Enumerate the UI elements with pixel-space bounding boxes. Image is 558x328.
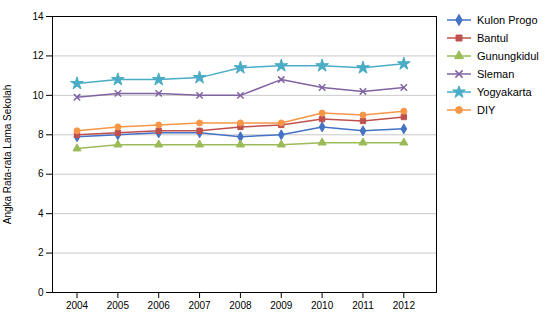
svg-text:2005: 2005 — [107, 300, 130, 311]
svg-text:2006: 2006 — [148, 300, 171, 311]
html-text:Sleman: Sleman — [477, 68, 515, 80]
html-text:Kulon Progo: Kulon Progo — [477, 14, 538, 26]
svg-text:Angka Rata-rata Lama Sekolah: Angka Rata-rata Lama Sekolah — [2, 85, 13, 225]
svg-text:2: 2 — [38, 247, 44, 258]
svg-text:2008: 2008 — [229, 300, 252, 311]
html-text:Yogyakarta: Yogyakarta — [477, 86, 532, 98]
svg-text:14: 14 — [32, 11, 44, 22]
html-text:DIY: DIY — [477, 104, 496, 116]
svg-text:2010: 2010 — [311, 300, 334, 311]
svg-text:0: 0 — [38, 287, 44, 298]
svg-text:2004: 2004 — [66, 300, 89, 311]
svg-text:2007: 2007 — [188, 300, 211, 311]
svg-text:2012: 2012 — [393, 300, 416, 311]
svg-text:8: 8 — [38, 129, 44, 140]
html-text:Gunungkidul: Gunungkidul — [477, 50, 539, 62]
svg-text:2011: 2011 — [352, 300, 374, 311]
svg-text:2009: 2009 — [270, 300, 293, 311]
svg-text:4: 4 — [38, 208, 44, 219]
html-text:Bantul: Bantul — [477, 32, 509, 44]
svg-text:6: 6 — [38, 168, 44, 179]
svg-text:10: 10 — [32, 90, 44, 101]
svg-text:12: 12 — [32, 50, 44, 61]
